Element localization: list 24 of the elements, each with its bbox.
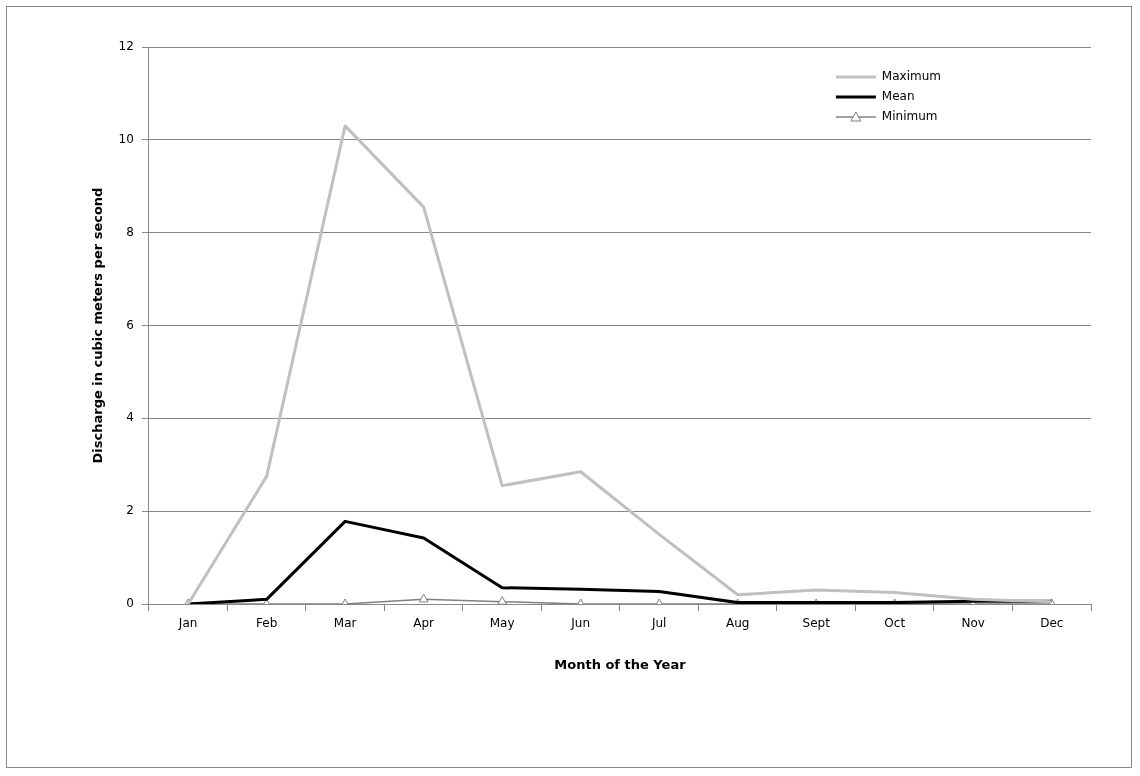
y-tick-label: 12	[118, 39, 134, 54]
y-axis-title: Discharge in cubic meters per second	[90, 187, 106, 464]
legend-label: Mean	[881, 89, 915, 104]
legend-label: Maximum	[881, 69, 942, 84]
y-tick-label: 4	[126, 410, 134, 425]
y-tick-label: 10	[118, 131, 134, 146]
x-tick-label: Nov	[961, 616, 985, 631]
x-tick-label: Jul	[650, 616, 667, 631]
x-tick-label: May	[489, 616, 515, 631]
y-tick-label: 0	[126, 596, 134, 611]
x-axis-title: Month of the Year	[554, 656, 687, 672]
x-tick-label: Aug	[725, 616, 750, 631]
x-tick-label: Dec	[1040, 616, 1064, 631]
x-tick-label: Mar	[333, 616, 357, 631]
x-tick-label: Sept	[802, 616, 831, 631]
legend-label: Minimum	[881, 109, 938, 124]
y-tick-label: 8	[126, 224, 134, 239]
x-tick-label: Oct	[884, 616, 906, 631]
x-tick-label: Jan	[177, 616, 198, 631]
x-tick-label: Feb	[256, 616, 278, 631]
x-tick-label: Jun	[570, 616, 591, 631]
y-tick-label: 2	[126, 503, 134, 518]
y-tick-label: 6	[126, 317, 134, 332]
x-tick-label: Apr	[413, 616, 435, 631]
